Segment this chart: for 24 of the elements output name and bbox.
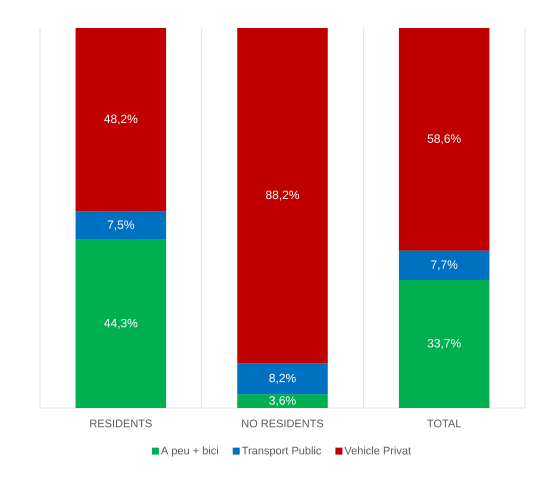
x-tick-label: NO RESIDENTS	[242, 420, 324, 428]
bar	[76, 240, 166, 408]
bar	[76, 211, 166, 240]
bar	[398, 280, 490, 408]
legend-label: Transport Public	[242, 446, 322, 457]
bar	[237, 394, 328, 408]
data-label: 44,3%	[104, 318, 138, 329]
data-label: 58,6%	[428, 134, 461, 144]
data-label: 33,7%	[428, 339, 461, 349]
bar	[237, 363, 328, 394]
bar	[398, 28, 490, 251]
bar	[237, 28, 328, 364]
legend-label: A peu + bici	[160, 446, 218, 457]
data-label: 88,2%	[266, 190, 300, 201]
data-label: 7,5%	[108, 220, 134, 230]
x-tick-label: RESIDENTS	[90, 420, 152, 428]
data-label: 7,7%	[431, 260, 458, 270]
data-label: 48,2%	[104, 114, 138, 125]
bar	[398, 250, 490, 280]
x-tick-label: TOTAL	[427, 420, 462, 428]
data-label: 8,2%	[269, 374, 296, 384]
bar	[76, 28, 166, 212]
data-label: 3,6%	[269, 396, 296, 406]
legend-label: Vehicle Privat	[344, 446, 411, 454]
